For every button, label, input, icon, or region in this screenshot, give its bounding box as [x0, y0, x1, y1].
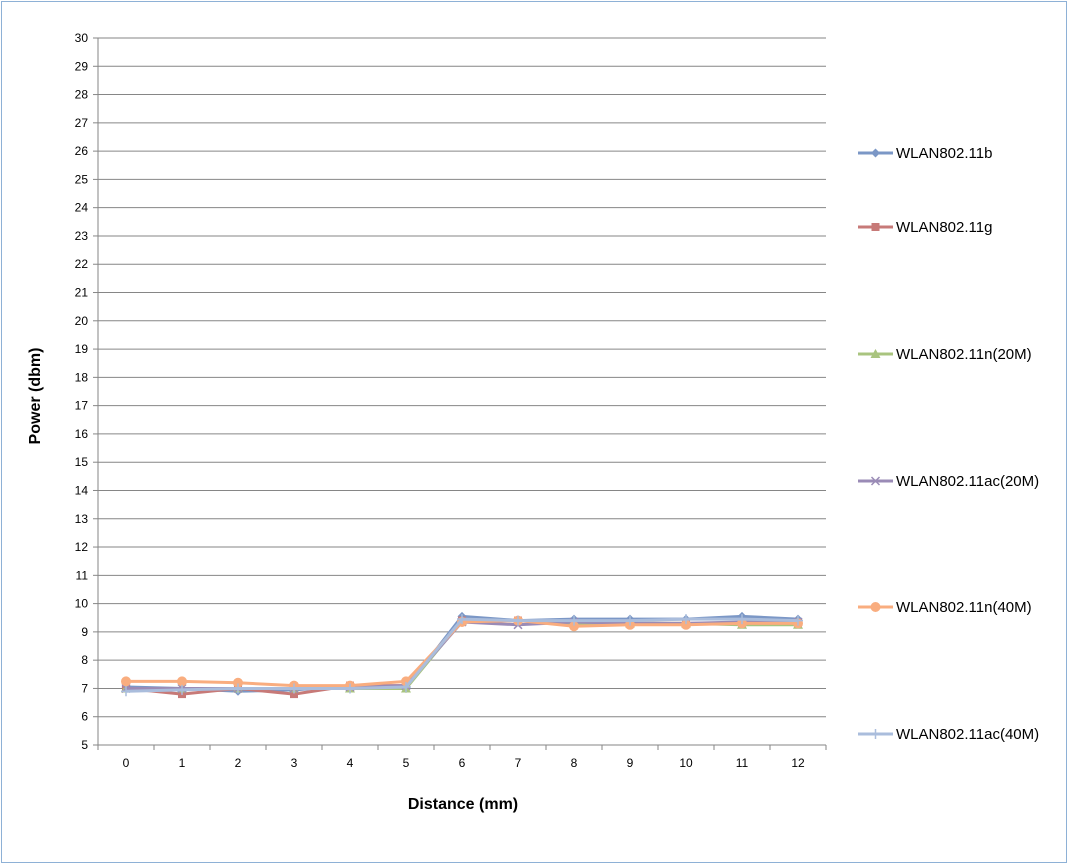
y-tick-label-14: 14: [75, 483, 89, 497]
legend-item-0: WLAN802.11b: [858, 145, 992, 162]
legend-label: WLAN802.11b: [896, 145, 992, 162]
y-tick-label-24: 24: [75, 201, 89, 215]
x-tick-label-11: 11: [736, 756, 749, 770]
data-point: [289, 683, 299, 694]
legend: WLAN802.11b WLAN802.11g WLAN802.11n(20M) WL…: [858, 145, 1039, 743]
y-tick-label-20: 20: [75, 314, 89, 328]
legend-item-2: WLAN802.11n(20M): [858, 346, 1032, 363]
y-tick-label-18: 18: [75, 370, 89, 384]
series-line: [125, 614, 799, 693]
legend-marker: [870, 476, 881, 486]
y-tick-label-5: 5: [81, 738, 88, 752]
legend-label: WLAN802.11g: [896, 219, 992, 236]
x-tick-label-2: 2: [235, 756, 242, 770]
x-tick-label-9: 9: [627, 756, 634, 770]
y-tick-label-29: 29: [75, 59, 89, 73]
x-tick-label-5: 5: [403, 756, 410, 770]
y-tick-label-9: 9: [81, 625, 88, 639]
data-point: [569, 621, 579, 632]
series-4: [121, 615, 803, 691]
y-tick-label-12: 12: [75, 540, 89, 554]
data-point: [681, 614, 691, 625]
legend-marker: [870, 729, 881, 739]
y-tick-label-16: 16: [75, 427, 89, 441]
y-axis-ticks: 5 6 7 8 9 10 11 12 13 14 15 16 17 18 19 20 21 22 23 24 25 26 2…: [75, 31, 98, 752]
legend-label: WLAN802.11ac(20M): [896, 473, 1039, 490]
y-tick-label-15: 15: [75, 455, 89, 469]
series-2: [121, 615, 803, 693]
data-point: [681, 619, 691, 630]
legend-label: WLAN802.11n(40M): [896, 599, 1032, 616]
y-tick-label-22: 22: [75, 257, 89, 271]
y-tick-label-28: 28: [75, 88, 89, 102]
data-point: [401, 682, 411, 693]
legend-marker: [871, 223, 880, 231]
series-line: [125, 617, 799, 693]
x-tick-label-4: 4: [347, 756, 354, 770]
data-point: [625, 615, 635, 626]
legend-marker: [870, 602, 881, 612]
x-tick-label-10: 10: [679, 756, 693, 770]
series-lines: [121, 611, 803, 699]
legend-label: WLAN802.11ac(40M): [896, 726, 1039, 743]
data-point: [793, 615, 803, 626]
series-line: [126, 619, 798, 690]
y-tick-label-30: 30: [75, 31, 89, 45]
data-point: [457, 614, 467, 625]
x-axis-title: Distance (mm): [408, 796, 518, 813]
legend-item-4: WLAN802.11n(40M): [858, 599, 1032, 616]
data-point: [569, 615, 579, 626]
y-tick-label-23: 23: [75, 229, 89, 243]
y-tick-label-21: 21: [75, 286, 89, 300]
y-tick-label-26: 26: [75, 144, 89, 158]
y-tick-label-27: 27: [75, 116, 89, 130]
y-tick-label-25: 25: [75, 172, 89, 186]
x-axis-ticks: 0 1 2 3 4 5 6 7 8 9 10 11 12: [97, 745, 827, 770]
data-point: [121, 676, 131, 687]
y-tick-label-7: 7: [81, 681, 88, 695]
series-1: [122, 616, 802, 699]
legend-marker: [871, 148, 880, 158]
y-tick-label-13: 13: [75, 512, 89, 526]
y-tick-label-11: 11: [76, 568, 89, 582]
x-tick-label-12: 12: [791, 756, 805, 770]
data-point: [177, 676, 187, 687]
data-point: [233, 677, 243, 688]
legend-item-1: WLAN802.11g: [858, 219, 992, 236]
y-tick-label-19: 19: [75, 342, 89, 356]
legend-item-3: WLAN802.11ac(20M): [858, 473, 1039, 490]
y-tick-label-6: 6: [81, 710, 88, 724]
y-axis-title: Power (dbm): [27, 348, 44, 445]
data-point: [513, 615, 523, 626]
y-tick-label-8: 8: [81, 653, 88, 667]
data-point: [737, 614, 747, 625]
x-tick-label-8: 8: [571, 756, 578, 770]
series-line: [126, 619, 798, 688]
y-tick-label-10: 10: [75, 597, 89, 611]
x-tick-label-6: 6: [459, 756, 466, 770]
x-tick-label-1: 1: [179, 756, 186, 770]
data-point: [345, 683, 355, 694]
data-point: [121, 686, 131, 697]
legend-item-5: WLAN802.11ac(40M): [858, 726, 1039, 743]
data-point: [177, 684, 187, 695]
y-tick-label-17: 17: [75, 399, 89, 413]
legend-label: WLAN802.11n(20M): [896, 346, 1032, 363]
x-tick-label-7: 7: [515, 756, 522, 770]
x-tick-label-3: 3: [291, 756, 298, 770]
data-point: [233, 683, 243, 694]
legend-marker: [870, 349, 881, 358]
series-5: [121, 614, 803, 697]
x-tick-label-0: 0: [123, 756, 130, 770]
data-point: [290, 690, 298, 699]
gridlines: [98, 37, 826, 718]
